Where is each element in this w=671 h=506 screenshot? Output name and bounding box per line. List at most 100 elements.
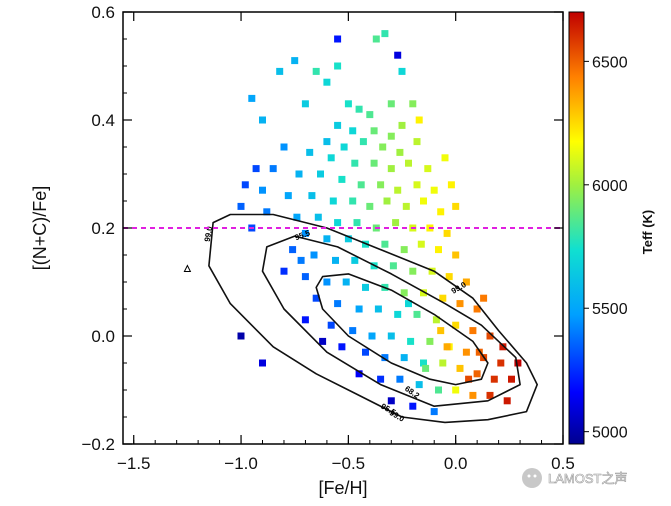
data-point bbox=[349, 127, 357, 135]
colorbar-tick-label: 6500 bbox=[592, 54, 628, 71]
x-axis-label: [Fe/H] bbox=[318, 478, 367, 498]
data-point bbox=[430, 408, 438, 416]
data-point bbox=[381, 354, 389, 362]
data-point bbox=[462, 348, 470, 356]
data-point bbox=[469, 327, 477, 335]
data-point bbox=[327, 321, 335, 329]
data-point bbox=[452, 386, 460, 394]
data-point bbox=[402, 202, 410, 210]
data-point bbox=[334, 62, 342, 70]
data-point bbox=[248, 94, 256, 102]
contour-label: 99.0 bbox=[203, 225, 215, 242]
data-point bbox=[370, 159, 378, 167]
data-point bbox=[456, 300, 464, 308]
data-point bbox=[334, 219, 342, 227]
y-tick-label: 0.4 bbox=[91, 111, 115, 130]
data-point bbox=[259, 359, 266, 367]
data-point bbox=[394, 310, 402, 318]
data-point bbox=[314, 213, 322, 221]
data-point bbox=[310, 251, 318, 259]
data-point bbox=[293, 213, 301, 221]
data-point bbox=[456, 364, 464, 372]
data-point bbox=[366, 111, 374, 119]
data-point bbox=[327, 154, 335, 162]
data-point bbox=[486, 391, 494, 399]
data-point bbox=[372, 35, 380, 43]
data-point bbox=[381, 30, 389, 38]
x-tick-label: −0.5 bbox=[332, 454, 366, 473]
data-point bbox=[366, 202, 374, 210]
x-tick-label: −1.0 bbox=[224, 454, 258, 473]
data-point bbox=[377, 375, 385, 383]
data-point bbox=[297, 256, 305, 264]
data-point bbox=[312, 294, 320, 302]
data-point bbox=[237, 202, 245, 210]
colorbar-ticks: 5000 5500 6000 6500 bbox=[584, 54, 628, 442]
data-point bbox=[480, 294, 488, 302]
data-point bbox=[503, 397, 511, 405]
data-point bbox=[374, 305, 382, 313]
data-point bbox=[381, 240, 389, 248]
data-point bbox=[387, 397, 395, 405]
data-point bbox=[370, 127, 378, 135]
data-point bbox=[413, 181, 421, 189]
data-point bbox=[308, 192, 316, 200]
data-point bbox=[409, 100, 417, 108]
colorbar-tick-label: 6000 bbox=[592, 178, 628, 195]
y-axis: −0.2 0.0 0.2 0.4 0.6 bbox=[81, 3, 563, 454]
x-tick-label: 0.5 bbox=[551, 454, 575, 473]
data-point bbox=[334, 35, 342, 43]
data-point bbox=[439, 294, 447, 302]
data-point bbox=[420, 197, 427, 205]
data-point bbox=[407, 337, 415, 345]
data-point bbox=[490, 375, 498, 383]
data-point bbox=[387, 132, 395, 140]
data-point bbox=[486, 332, 494, 340]
data-point bbox=[432, 316, 440, 324]
data-point bbox=[475, 348, 483, 356]
data-point bbox=[301, 273, 309, 281]
data-point bbox=[355, 305, 363, 313]
data-point bbox=[387, 165, 395, 173]
data-point bbox=[452, 321, 460, 329]
data-point bbox=[437, 327, 445, 335]
data-point bbox=[276, 67, 284, 75]
data-point bbox=[301, 100, 309, 108]
data-point bbox=[355, 105, 363, 113]
data-point bbox=[398, 67, 406, 75]
data-point bbox=[443, 343, 451, 351]
data-point bbox=[340, 143, 348, 151]
data-point bbox=[497, 359, 505, 367]
data-point bbox=[323, 138, 331, 146]
colorbar-tick-label: 5500 bbox=[592, 301, 628, 318]
data-point bbox=[377, 181, 385, 189]
data-point bbox=[241, 181, 249, 189]
contour-99-0 bbox=[208, 213, 539, 424]
data-point bbox=[469, 391, 477, 399]
data-point bbox=[387, 100, 395, 108]
data-point bbox=[443, 229, 451, 237]
data-point bbox=[342, 278, 350, 286]
wechat-icon-eye-right bbox=[533, 474, 537, 478]
data-point bbox=[329, 197, 337, 205]
data-point bbox=[415, 116, 423, 124]
colorbar-label: Teff (K) bbox=[640, 210, 655, 255]
data-point bbox=[473, 370, 481, 378]
data-point bbox=[362, 283, 369, 291]
data-point bbox=[473, 305, 481, 313]
data-point bbox=[430, 186, 438, 194]
y-tick-label: −0.2 bbox=[81, 435, 115, 454]
y-tick-label: 0.2 bbox=[91, 219, 115, 238]
data-point bbox=[439, 359, 447, 367]
data-point bbox=[499, 343, 507, 351]
data-point bbox=[389, 262, 397, 270]
contour-68-2 bbox=[315, 273, 489, 386]
data-point bbox=[353, 219, 361, 227]
data-point bbox=[301, 316, 309, 324]
data-point bbox=[435, 386, 442, 394]
data-point bbox=[422, 364, 430, 372]
data-point bbox=[396, 375, 404, 383]
data-point bbox=[413, 310, 421, 318]
data-point bbox=[445, 273, 453, 281]
y-axis-label: [(N+C)/Fe] bbox=[30, 186, 50, 271]
